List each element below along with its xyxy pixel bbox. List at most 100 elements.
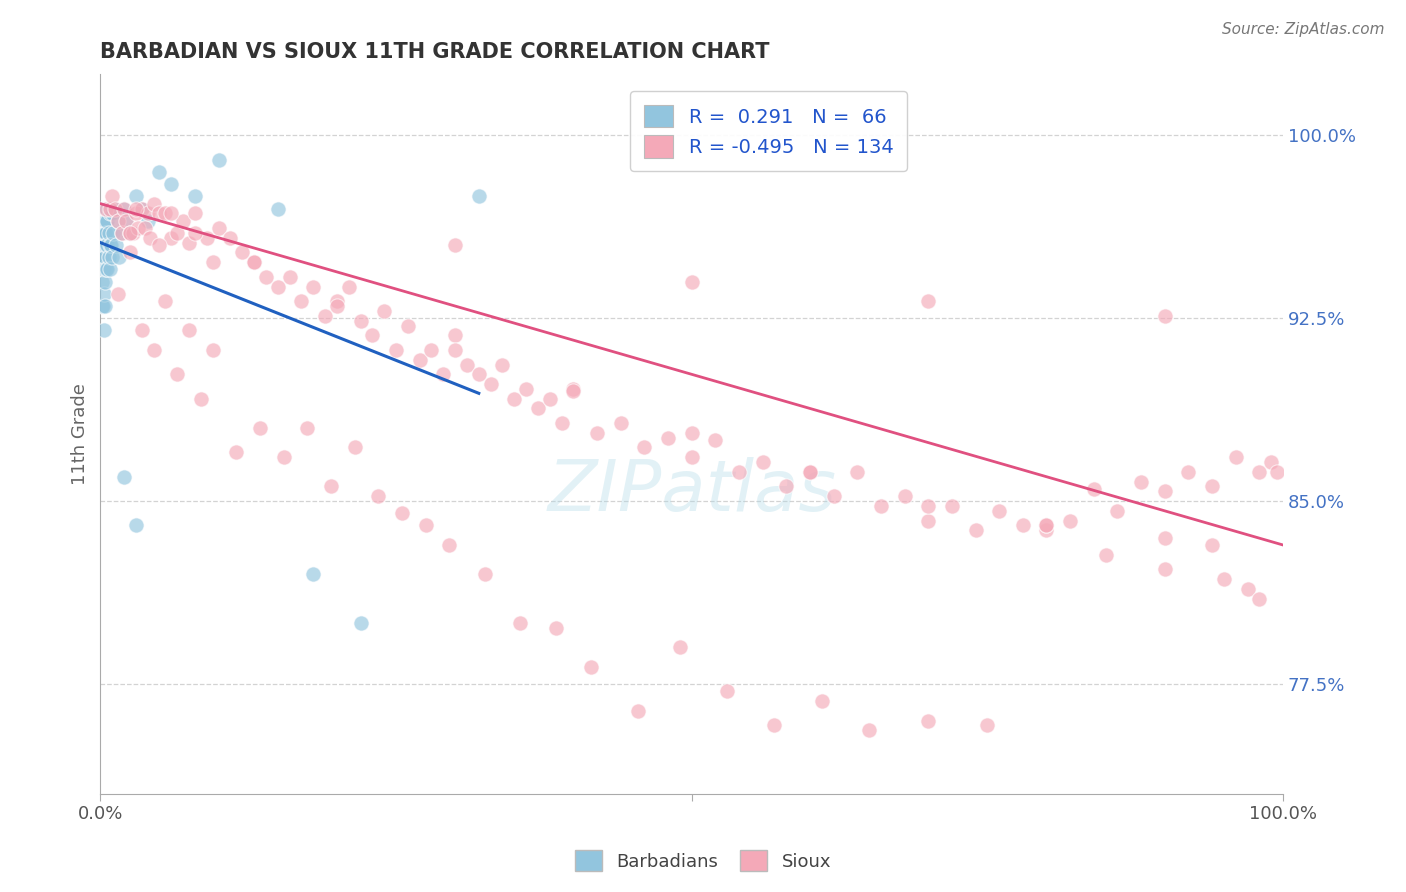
- Point: [91, 299, 114, 313]
- Legend: Barbadians, Sioux: Barbadians, Sioux: [568, 843, 838, 879]
- Point: [118, 226, 141, 240]
- Point: [343, 441, 366, 455]
- Point: [290, 294, 312, 309]
- Point: [349, 615, 371, 630]
- Point: [142, 343, 165, 357]
- Point: [751, 455, 773, 469]
- Y-axis label: 11th Grade: 11th Grade: [72, 383, 89, 485]
- Point: [870, 499, 893, 513]
- Point: [90, 275, 112, 289]
- Point: [93, 226, 115, 240]
- Point: [704, 433, 727, 447]
- Point: [98, 202, 121, 216]
- Point: [112, 202, 135, 216]
- Point: [219, 231, 242, 245]
- Point: [107, 213, 129, 227]
- Point: [373, 304, 395, 318]
- Point: [155, 206, 177, 220]
- Point: [94, 202, 117, 216]
- Point: [1035, 518, 1057, 533]
- Point: [243, 255, 266, 269]
- Point: [976, 718, 998, 732]
- Point: [96, 202, 118, 216]
- Point: [139, 231, 162, 245]
- Point: [579, 660, 602, 674]
- Legend: R =  0.291   N =  66, R = -0.495   N = 134: R = 0.291 N = 66, R = -0.495 N = 134: [630, 91, 907, 171]
- Point: [93, 323, 115, 337]
- Point: [96, 226, 118, 240]
- Point: [385, 343, 408, 357]
- Point: [115, 213, 138, 227]
- Point: [90, 202, 112, 216]
- Point: [917, 514, 939, 528]
- Point: [657, 431, 679, 445]
- Point: [108, 250, 131, 264]
- Point: [118, 245, 141, 260]
- Point: [681, 425, 703, 440]
- Point: [131, 202, 153, 216]
- Point: [846, 465, 869, 479]
- Point: [97, 250, 120, 264]
- Point: [1260, 455, 1282, 469]
- Point: [562, 382, 585, 396]
- Point: [609, 416, 631, 430]
- Point: [96, 213, 118, 227]
- Point: [103, 202, 125, 216]
- Point: [544, 621, 567, 635]
- Point: [201, 343, 224, 357]
- Point: [1177, 465, 1199, 479]
- Point: [1011, 518, 1033, 533]
- Point: [302, 567, 325, 582]
- Point: [479, 377, 502, 392]
- Point: [893, 489, 915, 503]
- Point: [527, 401, 550, 416]
- Point: [131, 323, 153, 337]
- Point: [231, 245, 253, 260]
- Point: [125, 518, 148, 533]
- Point: [633, 441, 655, 455]
- Point: [160, 177, 183, 191]
- Point: [249, 421, 271, 435]
- Point: [1201, 479, 1223, 493]
- Point: [775, 479, 797, 493]
- Point: [97, 202, 120, 216]
- Point: [273, 450, 295, 465]
- Point: [254, 269, 277, 284]
- Point: [799, 465, 821, 479]
- Point: [917, 499, 939, 513]
- Point: [104, 238, 127, 252]
- Point: [131, 202, 153, 216]
- Point: [1094, 548, 1116, 562]
- Point: [91, 202, 114, 216]
- Point: [93, 262, 115, 277]
- Point: [941, 499, 963, 513]
- Point: [98, 206, 121, 220]
- Point: [728, 465, 751, 479]
- Point: [550, 416, 572, 430]
- Point: [91, 262, 114, 277]
- Point: [302, 279, 325, 293]
- Point: [91, 213, 114, 227]
- Point: [326, 299, 349, 313]
- Point: [297, 421, 319, 435]
- Point: [503, 392, 526, 406]
- Text: Source: ZipAtlas.com: Source: ZipAtlas.com: [1222, 22, 1385, 37]
- Point: [96, 238, 118, 252]
- Point: [177, 323, 200, 337]
- Point: [858, 723, 880, 738]
- Point: [349, 314, 371, 328]
- Point: [243, 255, 266, 269]
- Point: [468, 189, 491, 203]
- Point: [90, 299, 112, 313]
- Point: [509, 615, 531, 630]
- Point: [456, 358, 478, 372]
- Point: [396, 318, 419, 333]
- Point: [112, 202, 135, 216]
- Point: [1236, 582, 1258, 596]
- Point: [91, 226, 114, 240]
- Point: [432, 368, 454, 382]
- Point: [420, 343, 443, 357]
- Point: [367, 489, 389, 503]
- Point: [190, 392, 212, 406]
- Point: [391, 506, 413, 520]
